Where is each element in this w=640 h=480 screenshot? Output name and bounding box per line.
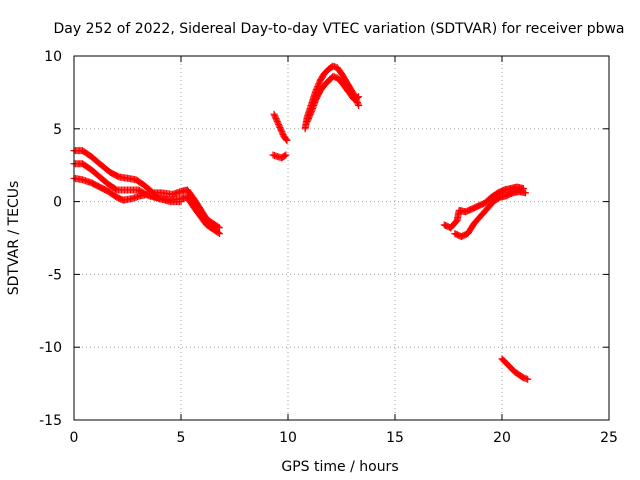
chart-title: Day 252 of 2022, Sidereal Day-to-day VTE…: [53, 21, 624, 37]
y-tick-label: 10: [44, 49, 62, 65]
plot-frame: [73, 55, 610, 421]
y-tick-label: -15: [39, 413, 62, 429]
data-point: [214, 229, 222, 237]
series-track-a-middle: [70, 160, 224, 238]
data-point: [177, 198, 185, 206]
x-tick-label: 20: [493, 430, 511, 446]
data-point: [282, 135, 290, 143]
ticks: 0 5 10 15 20 25 -15 -10 -5 0 5 10: [39, 49, 618, 446]
y-axis-label: SDTVAR / TECUs: [6, 181, 22, 296]
x-tick-label: 0: [70, 430, 79, 446]
data-point: [354, 100, 362, 108]
data-point: [524, 375, 532, 383]
x-tick-label: 25: [600, 430, 618, 446]
y-tick-label: 5: [53, 122, 62, 138]
series-track-b-lower: [269, 151, 290, 162]
series-track-a-lower: [70, 174, 185, 206]
y-tick-label: -5: [48, 267, 62, 283]
x-tick-label: 5: [177, 430, 186, 446]
x-axis-label: GPS time / hours: [281, 459, 398, 475]
y-tick-label: 0: [53, 195, 62, 211]
y-tick-label: -10: [39, 340, 62, 356]
series-track-c-inner: [303, 72, 363, 126]
data-point: [522, 189, 530, 197]
x-tick-label: 15: [386, 430, 404, 446]
grid: [74, 56, 609, 420]
data-point: [283, 136, 291, 144]
data-point: [281, 152, 289, 160]
data-point: [282, 151, 290, 159]
series-track-d-lower: [451, 187, 530, 241]
series-layer: [70, 62, 532, 383]
x-tick-label: 10: [279, 430, 297, 446]
series-track-b-upper: [270, 110, 291, 144]
data-point: [355, 102, 363, 110]
data-point: [355, 93, 363, 101]
series-track-e: [498, 355, 532, 383]
data-point: [216, 230, 224, 238]
data-point: [354, 93, 362, 101]
